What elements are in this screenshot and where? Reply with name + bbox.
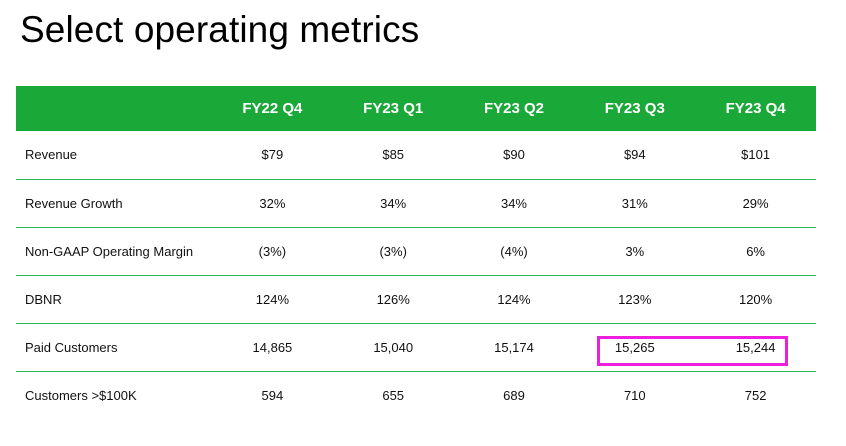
table-cell: 689 bbox=[503, 387, 525, 403]
table-cell: 34% bbox=[500, 195, 527, 211]
table-cell: 594 bbox=[261, 387, 284, 403]
column-header-fy22-q4: FY22 Q4 bbox=[242, 100, 303, 117]
table-row-customers-100k: Customers >$100K 594 655 689 710 752 bbox=[16, 371, 816, 419]
table-row-revenue-growth: Revenue Growth 32% 34% 34% 31% 29% bbox=[16, 179, 816, 227]
operating-metrics-table: FY22 Q4 FY23 Q1 FY23 Q2 FY23 Q3 FY23 Q4 … bbox=[16, 86, 816, 419]
table-cell: 15,040 bbox=[373, 339, 414, 355]
table-cell: 126% bbox=[376, 291, 410, 307]
table-cell: (3%) bbox=[258, 243, 287, 259]
table-cell: 34% bbox=[380, 195, 407, 211]
row-label: DBNR bbox=[25, 291, 62, 307]
column-header-fy23-q3: FY23 Q3 bbox=[604, 100, 665, 117]
table-cell: 120% bbox=[738, 291, 773, 307]
table-cell: $101 bbox=[741, 147, 771, 163]
table-cell: 29% bbox=[742, 195, 769, 211]
table-cell: 6% bbox=[746, 243, 765, 259]
table-cell: 15,174 bbox=[494, 339, 534, 355]
table-cell: 124% bbox=[255, 291, 290, 307]
table-cell: $85 bbox=[382, 147, 405, 163]
page-title: Select operating metrics bbox=[20, 9, 420, 50]
table-cell: 15,244 bbox=[735, 339, 776, 355]
table-cell: $94 bbox=[623, 147, 646, 163]
column-header-fy23-q4: FY23 Q4 bbox=[725, 100, 786, 117]
table-row-revenue: Revenue $79 $85 $90 $94 $101 bbox=[16, 131, 816, 179]
column-header-fy23-q2: FY23 Q2 bbox=[483, 100, 544, 117]
table-cell: 710 bbox=[623, 387, 646, 403]
row-label: Revenue Growth bbox=[25, 195, 123, 211]
table-cell: 31% bbox=[621, 195, 648, 211]
row-label: Customers >$100K bbox=[25, 387, 137, 403]
table-cell: 15,265 bbox=[614, 339, 655, 355]
table-cell: 752 bbox=[744, 387, 767, 403]
table-cell: 655 bbox=[382, 387, 405, 403]
table-row-paid-customers: Paid Customers 14,865 15,040 15,174 15,2… bbox=[16, 323, 816, 371]
table-row-dbnr: DBNR 124% 126% 124% 123% 120% bbox=[16, 275, 816, 323]
table-cell: (4%) bbox=[500, 243, 528, 259]
table-cell: 32% bbox=[259, 195, 286, 211]
header-label-cell bbox=[16, 86, 212, 131]
table-cell: (3%) bbox=[379, 243, 407, 259]
table-cell: 3% bbox=[625, 243, 645, 259]
table-cell: 123% bbox=[618, 291, 652, 307]
table-cell: 124% bbox=[497, 291, 531, 307]
table-row-operating-margin: Non-GAAP Operating Margin (3%) (3%) (4%)… bbox=[16, 227, 816, 275]
row-label: Revenue bbox=[25, 147, 78, 163]
table-cell: 14,865 bbox=[252, 339, 293, 355]
column-header-fy23-q1: FY23 Q1 bbox=[363, 100, 424, 117]
row-label: Paid Customers bbox=[25, 339, 118, 355]
table-cell: $90 bbox=[503, 147, 525, 163]
row-label: Non-GAAP Operating Margin bbox=[25, 243, 194, 259]
table-header-row: FY22 Q4 FY23 Q1 FY23 Q2 FY23 Q3 FY23 Q4 bbox=[16, 86, 816, 131]
table-cell: $79 bbox=[261, 147, 284, 163]
